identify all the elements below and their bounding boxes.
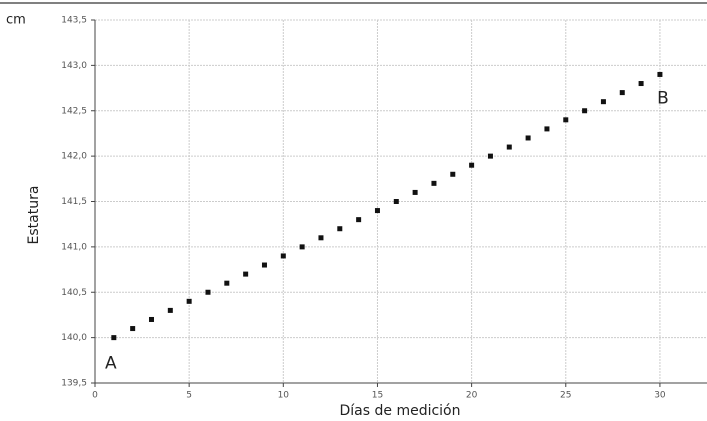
- annotation: B: [657, 88, 669, 108]
- point: [167, 307, 173, 313]
- point: [374, 208, 380, 214]
- point: [563, 117, 569, 123]
- point: [224, 280, 230, 286]
- point: [487, 153, 493, 159]
- point: [186, 298, 192, 304]
- point: [318, 235, 324, 241]
- y-unit-label: cm: [6, 13, 26, 28]
- point: [280, 253, 286, 259]
- x-tick-label: 30: [654, 391, 666, 401]
- point: [356, 217, 362, 223]
- point: [412, 189, 418, 195]
- point: [525, 135, 531, 141]
- point: [450, 171, 456, 177]
- point: [431, 180, 437, 186]
- x-tick-label: 15: [372, 391, 383, 401]
- point: [393, 199, 399, 204]
- annotation: A: [105, 354, 117, 374]
- y-tick-label: 140,5: [61, 288, 87, 298]
- point: [582, 108, 588, 114]
- y-tick-label: 140,0: [61, 333, 87, 343]
- x-tick-label: 20: [466, 391, 478, 401]
- point: [544, 126, 550, 132]
- point: [148, 316, 154, 322]
- point: [111, 335, 117, 341]
- y-tick-label: 141,0: [61, 242, 87, 252]
- point: [337, 226, 343, 232]
- point: [469, 162, 475, 168]
- x-axis-label: Días de medición: [340, 403, 461, 419]
- y-axis-label: Estatura: [26, 186, 42, 245]
- point: [600, 99, 606, 105]
- x-tick-label: 5: [186, 391, 192, 401]
- x-tick-label: 10: [278, 391, 290, 401]
- point: [261, 262, 267, 268]
- point: [619, 90, 625, 96]
- point: [205, 289, 211, 295]
- point: [638, 81, 644, 87]
- y-tick-label: 142,0: [61, 152, 87, 162]
- point: [506, 144, 512, 150]
- y-tick-label: 142,5: [61, 106, 87, 116]
- x-tick-label: 25: [560, 391, 571, 401]
- x-tick-label: 0: [92, 391, 98, 401]
- point: [299, 244, 305, 250]
- y-tick-label: 139,5: [61, 379, 87, 389]
- point: [243, 271, 249, 277]
- y-tick-label: 141,5: [61, 197, 87, 207]
- y-tick-label: 143,0: [61, 61, 87, 71]
- point: [657, 71, 663, 77]
- y-tick-label: 143,5: [61, 16, 87, 26]
- point: [130, 326, 136, 332]
